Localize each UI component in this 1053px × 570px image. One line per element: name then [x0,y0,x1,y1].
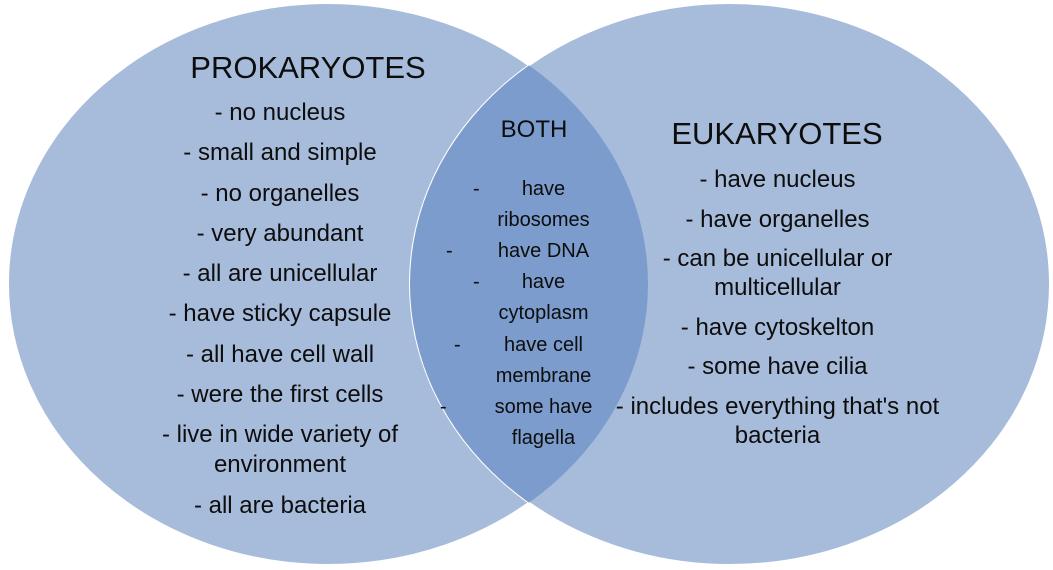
both-item-text: have cytoplasm [498,271,589,324]
overlap-region [410,3,648,565]
bullet-dash: - [446,240,453,262]
eukaryotes-item: - have nucleus [699,166,856,193]
both-item: - have cytoplasm [440,267,615,329]
prokaryotes-item: - very abundant [196,219,364,247]
prokaryotes-item: - no organelles [200,179,360,207]
both-item-text: some have flagella [494,396,593,449]
eukaryotes-item: - includes everything that's not bacteri… [615,392,940,449]
both-item-text: have cell membrane [495,334,592,387]
both-item: - have ribosomes [440,174,615,236]
prokaryotes-item: - all are unicellular [182,260,378,288]
prokaryotes-item: - small and simple [183,139,377,167]
both-item: - have DNA [440,236,615,267]
prokaryotes-item: - have sticky capsule [168,300,392,328]
prokaryotes-item: - all are bacteria [193,491,367,519]
both-item: - have cell membrane [440,330,615,392]
bullet-dash: - [440,396,447,418]
eukaryotes-item: - have cytoskelton [680,313,875,341]
both-item-text: have ribosomes [497,178,590,231]
eukaryotes-item: - some have cilia [687,353,868,380]
eukaryotes-item: - can be unicellular or multicellular [662,245,893,301]
bullet-dash: - [473,178,480,200]
both-item-text: have DNA [497,240,590,262]
prokaryotes-item: - were the first cells [176,381,384,409]
both-item: - some have flagella [440,392,615,454]
prokaryotes-item: - no nucleus [214,99,346,126]
bullet-dash: - [454,334,461,356]
prokaryotes-item: - all have cell wall [185,340,375,368]
prokaryotes-title: PROKARYOTES [190,50,426,85]
prokaryotes-list: - no nucleus - small and simple - no organ… [125,98,435,531]
eukaryotes-title: EUKARYOTES [671,116,883,151]
eukaryotes-item: - have organelles [685,205,870,233]
eukaryotes-list: - have nucleus - have organelles - can be … [605,165,950,460]
prokaryotes-item: - live in wide variety of environment [161,421,399,479]
bullet-dash: - [473,271,480,293]
both-title: BOTH [500,116,568,143]
